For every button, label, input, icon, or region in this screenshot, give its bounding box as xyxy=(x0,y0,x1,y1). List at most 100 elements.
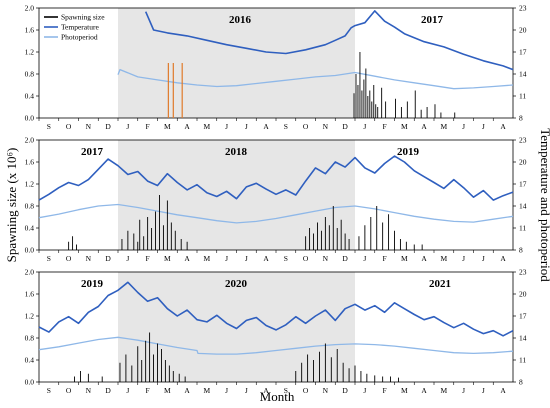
month-label: F xyxy=(383,386,387,395)
month-label: S xyxy=(284,254,288,263)
month-label: A xyxy=(184,254,190,263)
legend-label: Spawning size xyxy=(61,13,105,22)
left-tick-label: 2.0 xyxy=(25,136,35,145)
month-label: O xyxy=(303,122,309,131)
x-axis-label: Month xyxy=(260,389,295,404)
right-tick-label: 17 xyxy=(519,180,527,189)
month-label: D xyxy=(105,254,111,263)
left-tick-label: 0.8 xyxy=(25,70,35,79)
right-tick-label: 14 xyxy=(519,334,527,343)
month-label: J xyxy=(482,386,485,395)
left-tick-label: 0.4 xyxy=(25,224,35,233)
right-tick-label: 11 xyxy=(519,356,526,365)
month-label: N xyxy=(323,254,329,263)
month-label: F xyxy=(146,386,150,395)
month-label: A xyxy=(263,122,269,131)
left-tick-label: 1.6 xyxy=(25,290,35,299)
month-label: J xyxy=(462,122,465,131)
month-label: N xyxy=(86,122,92,131)
month-label: D xyxy=(342,386,348,395)
month-label: O xyxy=(303,254,309,263)
month-label: J xyxy=(126,122,129,131)
shaded-region xyxy=(118,8,355,118)
month-label: O xyxy=(303,386,309,395)
month-label: M xyxy=(401,254,408,263)
right-tick-label: 11 xyxy=(519,92,526,101)
month-label: J xyxy=(126,386,129,395)
month-label: J xyxy=(245,386,248,395)
month-label: D xyxy=(342,122,348,131)
panel-3: 0.0 0.4 0.8 1.2 1.6 2.0 8 11 14 17 20 23 S O N D J F M A M J J… xyxy=(25,268,527,395)
month-label: M xyxy=(441,254,448,263)
left-tick-label: 1.2 xyxy=(25,312,35,321)
month-label: O xyxy=(66,254,72,263)
year-label: 2020 xyxy=(225,278,248,290)
month-label: A xyxy=(184,386,190,395)
month-label: S xyxy=(47,386,51,395)
month-label: J xyxy=(462,254,465,263)
left-tick-label: 2.0 xyxy=(25,268,35,277)
legend-item: Temperature xyxy=(44,23,99,32)
right-tick-label: 17 xyxy=(519,312,527,321)
month-label: M xyxy=(441,122,448,131)
left-tick-label: 1.6 xyxy=(25,158,35,167)
month-label: S xyxy=(47,254,51,263)
month-label: F xyxy=(383,122,387,131)
month-label: M xyxy=(164,386,171,395)
month-label: A xyxy=(421,254,427,263)
photoperiod-line xyxy=(117,68,514,90)
temperature-line xyxy=(38,155,514,201)
month-label: J xyxy=(363,386,366,395)
year-label: 2017 xyxy=(421,14,444,26)
left-tick-label: 0.0 xyxy=(25,378,35,387)
month-label: J xyxy=(126,254,129,263)
month-label: F xyxy=(146,122,150,131)
right-tick-label: 20 xyxy=(519,290,527,299)
month-label: S xyxy=(47,122,51,131)
month-label: O xyxy=(66,122,72,131)
left-tick-label: 0.4 xyxy=(25,356,35,365)
right-tick-label: 8 xyxy=(519,114,523,123)
month-label: J xyxy=(225,122,228,131)
year-label: 2017 xyxy=(81,146,104,158)
month-label: A xyxy=(500,386,506,395)
left-tick-label: 0.0 xyxy=(25,246,35,255)
month-label: A xyxy=(500,254,506,263)
left-tick-label: 0.0 xyxy=(25,114,35,123)
right-tick-label: 14 xyxy=(519,70,527,79)
month-label: J xyxy=(225,386,228,395)
month-label: J xyxy=(245,254,248,263)
right-tick-label: 11 xyxy=(519,224,526,233)
month-label: A xyxy=(263,254,269,263)
year-label: 2016 xyxy=(229,14,252,26)
month-label: J xyxy=(482,122,485,131)
temperature-line xyxy=(144,10,514,71)
year-label: 2021 xyxy=(429,278,451,290)
panel-1: 0.0 0.4 0.8 1.2 1.6 2.0 8 11 14 17 20 23 S O N D J F M A M J J… xyxy=(25,4,527,131)
month-label: M xyxy=(164,254,171,263)
month-label: M xyxy=(441,386,448,395)
temperature-line xyxy=(38,281,514,337)
right-tick-label: 20 xyxy=(519,158,527,167)
month-label: F xyxy=(146,254,150,263)
month-label: N xyxy=(86,254,92,263)
month-label: A xyxy=(421,386,427,395)
month-label: S xyxy=(284,386,288,395)
month-label: M xyxy=(204,122,211,131)
panel-2: 0.0 0.4 0.8 1.2 1.6 2.0 8 11 14 17 20 23 S O N D J F M A M J J… xyxy=(25,136,527,263)
year-label: 2018 xyxy=(225,146,248,158)
right-tick-label: 17 xyxy=(519,48,527,57)
month-label: J xyxy=(482,254,485,263)
shaded-region xyxy=(118,140,355,250)
right-tick-label: 14 xyxy=(519,202,527,211)
left-tick-label: 1.6 xyxy=(25,26,35,35)
month-label: N xyxy=(323,386,329,395)
month-label: A xyxy=(263,386,269,395)
month-label: D xyxy=(105,386,111,395)
year-label: 2019 xyxy=(397,146,420,158)
month-label: M xyxy=(401,386,408,395)
month-label: A xyxy=(500,122,506,131)
right-tick-label: 8 xyxy=(519,246,523,255)
